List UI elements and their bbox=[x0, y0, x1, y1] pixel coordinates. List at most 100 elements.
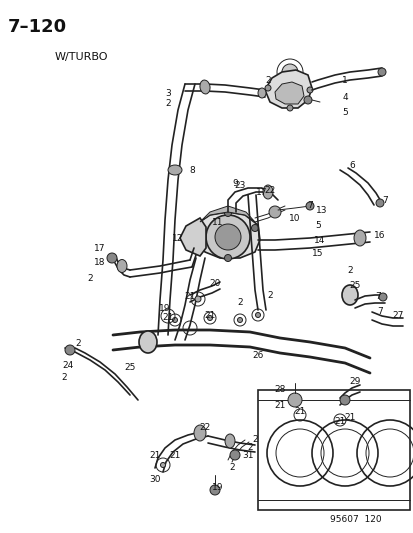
Circle shape bbox=[339, 395, 349, 405]
Text: 15: 15 bbox=[311, 248, 323, 257]
Circle shape bbox=[251, 224, 258, 231]
Circle shape bbox=[230, 450, 240, 460]
Ellipse shape bbox=[257, 88, 266, 98]
Text: 24: 24 bbox=[62, 360, 74, 369]
Text: W/TURBO: W/TURBO bbox=[55, 52, 108, 62]
Circle shape bbox=[237, 318, 242, 322]
Text: 95607  120: 95607 120 bbox=[329, 515, 381, 524]
Text: 8: 8 bbox=[189, 166, 195, 174]
Text: 21: 21 bbox=[334, 417, 345, 426]
Text: 1: 1 bbox=[341, 76, 347, 85]
Circle shape bbox=[281, 64, 297, 80]
Text: 4: 4 bbox=[342, 93, 347, 101]
Text: 29: 29 bbox=[349, 377, 360, 386]
Ellipse shape bbox=[224, 434, 235, 448]
Text: 2: 2 bbox=[265, 76, 270, 85]
Circle shape bbox=[206, 215, 249, 259]
Text: 21: 21 bbox=[162, 313, 173, 322]
Text: 11: 11 bbox=[212, 217, 223, 227]
Text: 2: 2 bbox=[252, 435, 257, 445]
Circle shape bbox=[255, 312, 260, 318]
Text: 22: 22 bbox=[264, 185, 275, 195]
Circle shape bbox=[65, 345, 75, 355]
Ellipse shape bbox=[262, 185, 272, 199]
Polygon shape bbox=[199, 206, 254, 222]
Circle shape bbox=[375, 199, 383, 207]
Text: 21: 21 bbox=[344, 414, 355, 423]
Text: 16: 16 bbox=[373, 230, 385, 239]
Text: 14: 14 bbox=[313, 236, 325, 245]
Circle shape bbox=[306, 87, 312, 93]
Circle shape bbox=[214, 224, 240, 250]
Text: 21: 21 bbox=[169, 450, 180, 459]
Circle shape bbox=[287, 393, 301, 407]
Polygon shape bbox=[274, 82, 303, 104]
Text: 2: 2 bbox=[87, 273, 93, 282]
Text: 7: 7 bbox=[374, 292, 380, 301]
Text: 3: 3 bbox=[165, 88, 171, 98]
Text: 21: 21 bbox=[204, 311, 215, 320]
Text: 17: 17 bbox=[256, 188, 267, 197]
Circle shape bbox=[195, 296, 201, 302]
Ellipse shape bbox=[199, 80, 209, 94]
Text: 21: 21 bbox=[274, 400, 285, 409]
Circle shape bbox=[107, 253, 117, 263]
Circle shape bbox=[224, 209, 231, 216]
Text: 17: 17 bbox=[94, 244, 105, 253]
Circle shape bbox=[377, 68, 385, 76]
Text: 2: 2 bbox=[237, 297, 242, 306]
Circle shape bbox=[286, 105, 292, 111]
Text: 5: 5 bbox=[341, 108, 347, 117]
Text: 19: 19 bbox=[212, 483, 223, 492]
Text: 23: 23 bbox=[234, 181, 245, 190]
Text: 25: 25 bbox=[349, 280, 360, 289]
Ellipse shape bbox=[353, 230, 365, 246]
Ellipse shape bbox=[168, 165, 182, 175]
Text: 25: 25 bbox=[124, 362, 135, 372]
Text: 20: 20 bbox=[209, 279, 220, 287]
Circle shape bbox=[224, 254, 231, 262]
Polygon shape bbox=[180, 218, 206, 256]
Text: 18: 18 bbox=[94, 257, 105, 266]
Text: 27: 27 bbox=[392, 311, 403, 319]
Polygon shape bbox=[264, 70, 311, 108]
Circle shape bbox=[172, 318, 177, 322]
Text: 28: 28 bbox=[274, 385, 285, 394]
Text: 7–120: 7–120 bbox=[8, 18, 67, 36]
Text: 2: 2 bbox=[75, 338, 81, 348]
Text: 21: 21 bbox=[149, 450, 160, 459]
Text: 5: 5 bbox=[314, 221, 320, 230]
Ellipse shape bbox=[139, 331, 157, 353]
Circle shape bbox=[305, 202, 313, 210]
Text: 2: 2 bbox=[61, 374, 66, 383]
Text: 10: 10 bbox=[289, 214, 300, 222]
Text: 6: 6 bbox=[348, 160, 354, 169]
Text: 2: 2 bbox=[229, 464, 234, 472]
Circle shape bbox=[378, 293, 386, 301]
Text: 7: 7 bbox=[376, 308, 382, 317]
Text: 19: 19 bbox=[159, 303, 170, 312]
Circle shape bbox=[209, 485, 219, 495]
Text: 22: 22 bbox=[199, 424, 210, 432]
Text: 13: 13 bbox=[316, 206, 327, 214]
Ellipse shape bbox=[341, 285, 357, 305]
Text: 26: 26 bbox=[252, 351, 263, 359]
Circle shape bbox=[264, 85, 271, 91]
Text: 31: 31 bbox=[242, 450, 253, 459]
Ellipse shape bbox=[117, 260, 127, 272]
Text: 2: 2 bbox=[165, 99, 171, 108]
Circle shape bbox=[207, 316, 212, 320]
Circle shape bbox=[268, 206, 280, 218]
Text: 9: 9 bbox=[232, 179, 237, 188]
Text: 7: 7 bbox=[381, 196, 387, 205]
Circle shape bbox=[196, 224, 203, 231]
Text: 21: 21 bbox=[294, 408, 305, 416]
Circle shape bbox=[160, 463, 165, 467]
Text: 7: 7 bbox=[306, 200, 312, 209]
Circle shape bbox=[303, 96, 311, 104]
Ellipse shape bbox=[194, 425, 206, 441]
Text: 12: 12 bbox=[172, 233, 183, 243]
Text: 2: 2 bbox=[347, 265, 352, 274]
Text: 30: 30 bbox=[149, 475, 160, 484]
Polygon shape bbox=[195, 212, 259, 258]
